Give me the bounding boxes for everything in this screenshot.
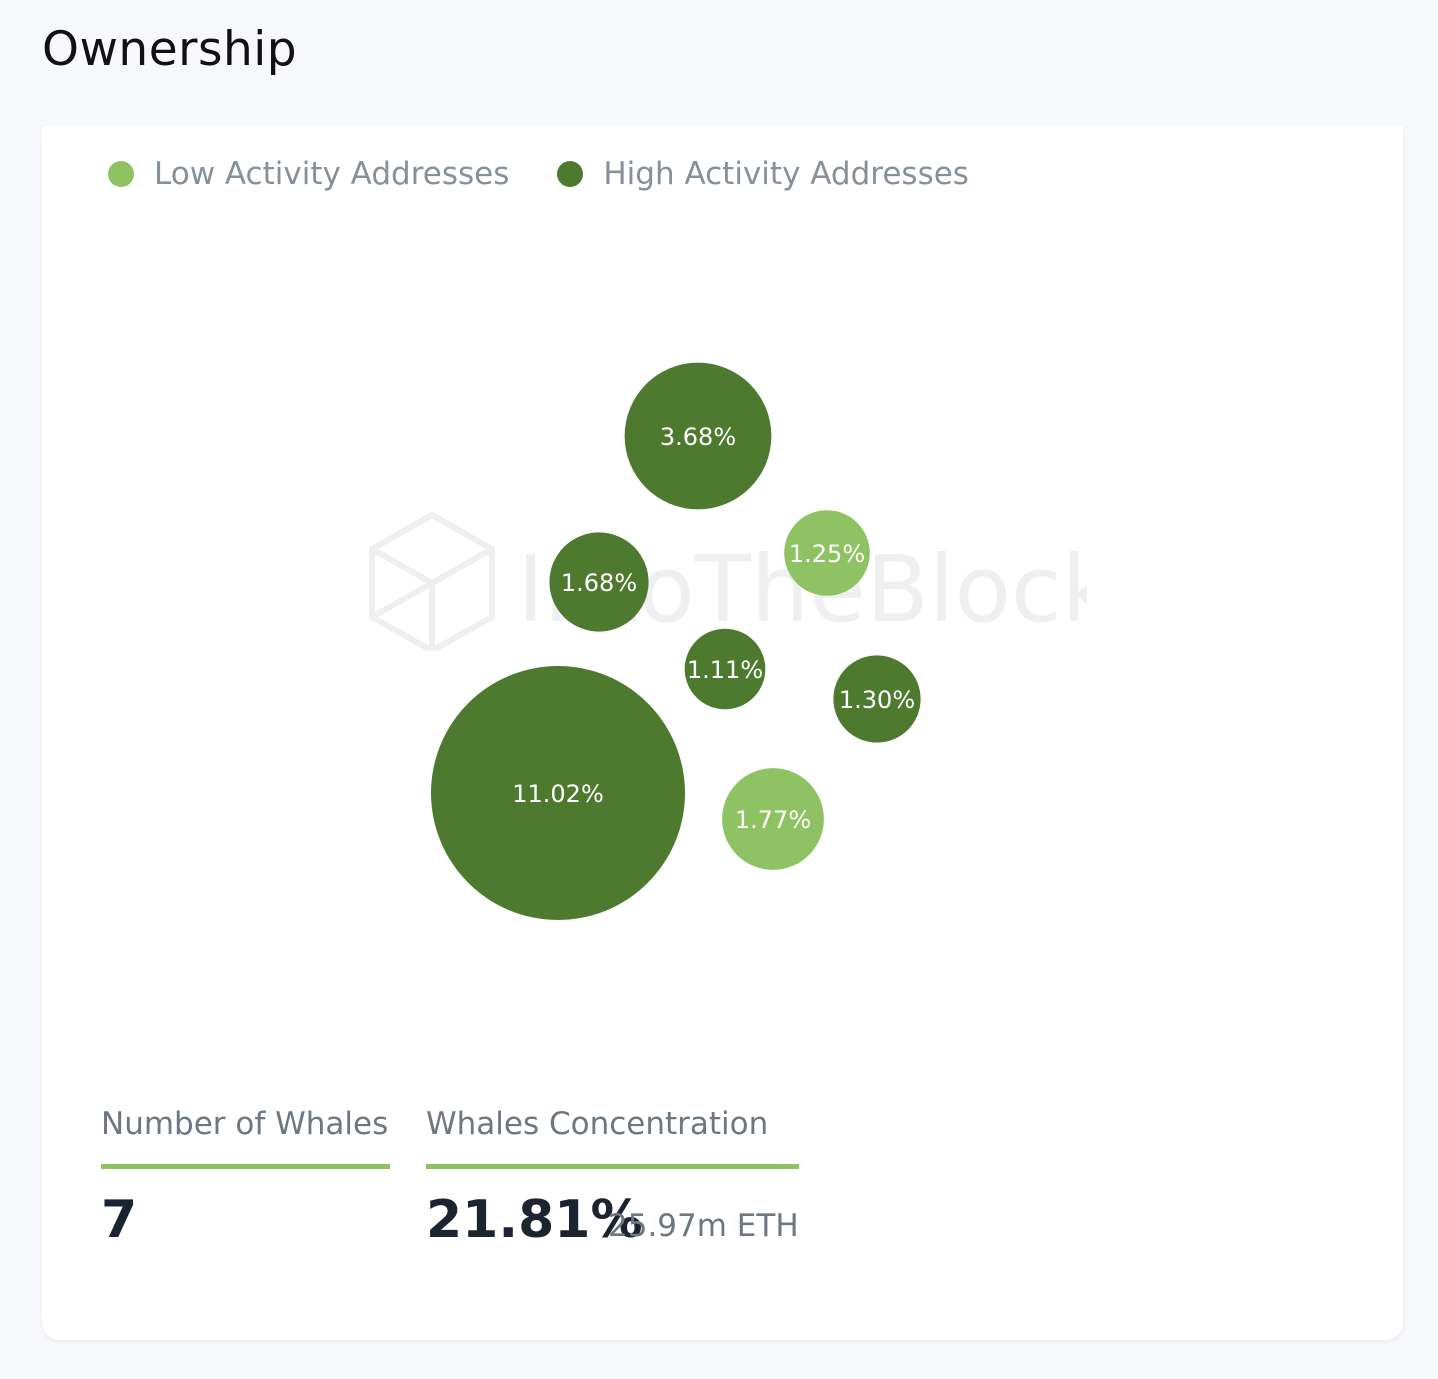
bubble[interactable]: 1.11% <box>684 628 766 710</box>
bubble-circle[interactable] <box>549 532 649 632</box>
bubble-circle[interactable] <box>624 362 772 510</box>
bubble-label: 1.30% <box>839 686 915 714</box>
legend-dot-low-activity <box>108 161 134 187</box>
bubble-label: 1.11% <box>687 656 763 684</box>
bubble[interactable]: 1.25% <box>784 510 870 596</box>
legend-item-low-activity[interactable]: Low Activity Addresses <box>108 156 509 192</box>
cube-logo-icon <box>369 511 495 651</box>
ownership-card: Low Activity Addresses High Activity Add… <box>42 126 1403 1340</box>
bubble-circle[interactable] <box>784 510 870 596</box>
page-title: Ownership <box>42 22 298 77</box>
whales-count-rule <box>101 1164 390 1169</box>
whales-concentration-eth: 25.97m ETH <box>608 1208 799 1244</box>
whales-count-label: Number of Whales <box>101 1106 389 1142</box>
legend-dot-high-activity <box>557 161 584 187</box>
bubble[interactable]: 1.77% <box>722 768 824 870</box>
bubble-circle[interactable] <box>431 666 685 920</box>
bubble-label: 3.68% <box>660 423 736 451</box>
bubble-label: 1.68% <box>561 569 637 597</box>
whales-concentration-label: Whales Concentration <box>426 1106 769 1142</box>
bubble-circle[interactable] <box>833 655 921 743</box>
legend-item-high-activity[interactable]: High Activity Addresses <box>557 156 969 192</box>
bubble-circle[interactable] <box>684 628 766 710</box>
whales-concentration-value: 21.81% <box>426 1190 643 1250</box>
bubble[interactable]: 11.02% <box>431 666 685 920</box>
legend-label-high-activity: High Activity Addresses <box>603 156 969 192</box>
bubble-label: 1.25% <box>789 540 865 568</box>
bubble-label: 11.02% <box>512 780 604 808</box>
bubble-label: 1.77% <box>735 806 811 834</box>
bubble[interactable]: 3.68% <box>624 362 772 510</box>
whales-count-value: 7 <box>101 1190 138 1250</box>
bubble[interactable]: 1.68% <box>549 532 649 632</box>
legend-label-low-activity: Low Activity Addresses <box>154 156 510 192</box>
chart-legend: Low Activity Addresses High Activity Add… <box>108 156 969 192</box>
whales-concentration-rule <box>426 1164 799 1169</box>
bubble-layer: 11.02% 3.68% 1.77% 1.68% 1.30% 1.25% 1.11% <box>431 362 921 920</box>
bubble[interactable]: 1.30% <box>833 655 921 743</box>
bubble-circle[interactable] <box>722 768 824 870</box>
bubble-chart: 11.02% 3.68% 1.77% 1.68% 1.30% 1.25% 1.11% <box>431 362 921 920</box>
